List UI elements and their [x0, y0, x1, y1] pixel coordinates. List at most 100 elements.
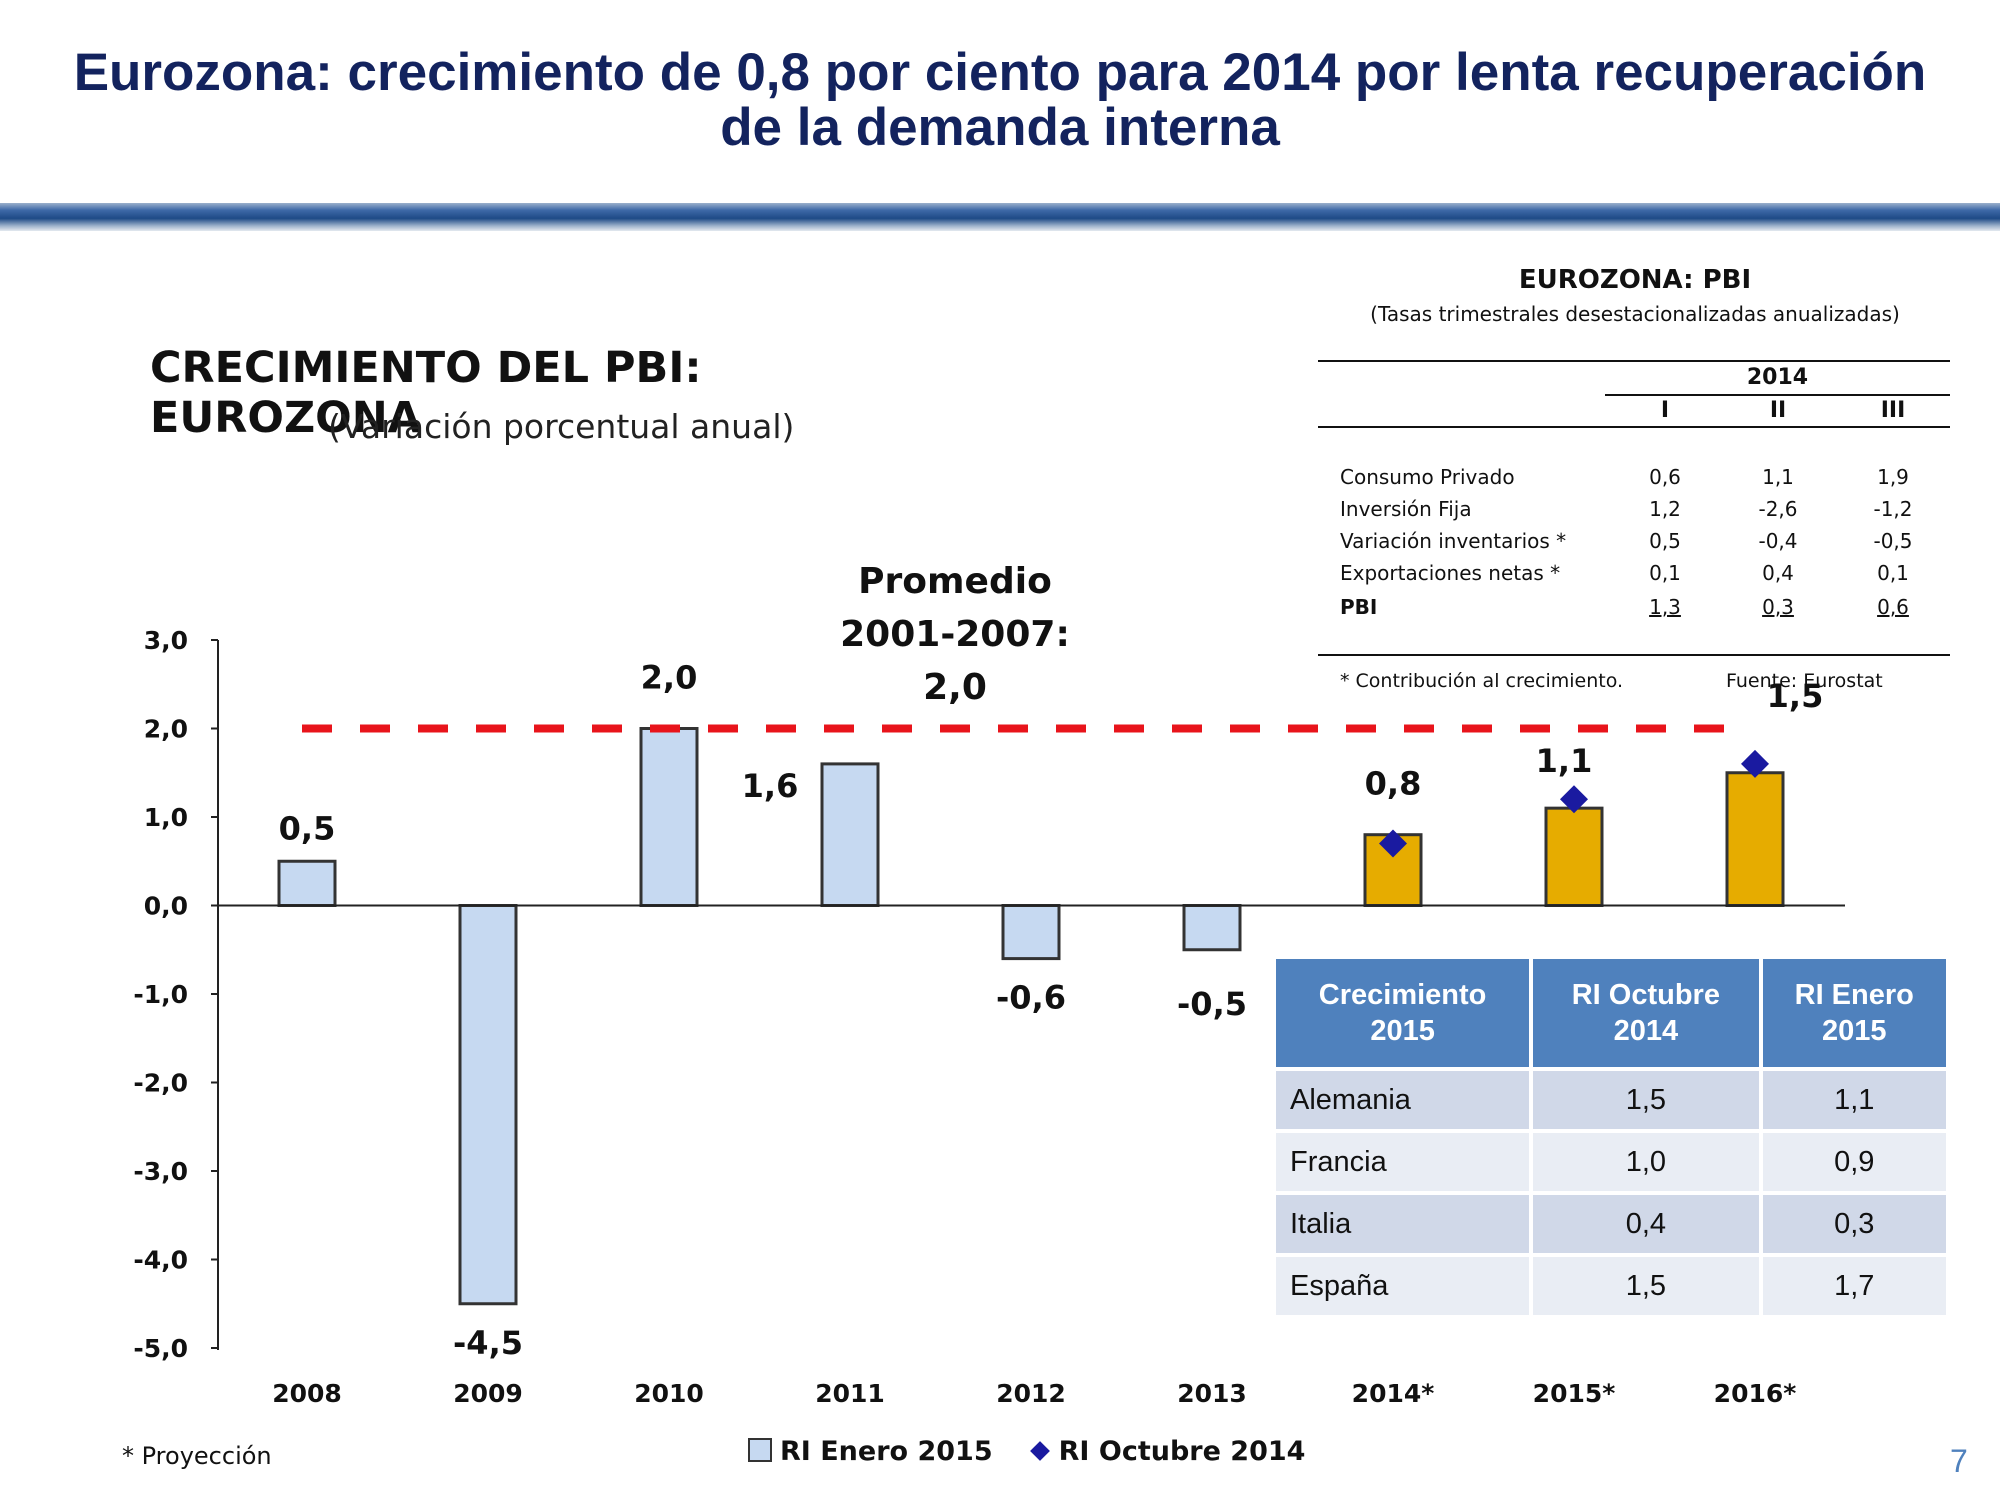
pbi-cell: 0,5: [1649, 529, 1681, 553]
y-tick-label: -5,0: [133, 1334, 188, 1363]
pbi-row-label: PBI: [1340, 595, 1378, 619]
growth-table-header: Crecimiento 2015 RI Octubre 2014 RI Ener…: [1276, 959, 1946, 1067]
ri-octubre-marker: [1560, 785, 1588, 814]
pbi-cell: 0,6: [1877, 595, 1909, 619]
pbi-cell: 0,6: [1649, 465, 1681, 489]
chart-title: CRECIMIENTO DEL PBI: EUROZONA: [150, 343, 702, 443]
pbi-quarter-1: I: [1660, 398, 1670, 423]
y-tick-label: 2,0: [144, 715, 188, 744]
october-cell: 1,0: [1533, 1133, 1759, 1191]
january-cell: 0,9: [1762, 1133, 1946, 1191]
pbi-table-note: * Contribución al crecimiento.: [1340, 670, 1624, 692]
country-cell: Alemania: [1276, 1071, 1530, 1129]
header-growth-line2: 2015: [1370, 1015, 1435, 1047]
y-tick-label: 3,0: [144, 626, 188, 655]
y-tick-label: -4,0: [133, 1246, 188, 1275]
data-label: 0,5: [279, 809, 336, 847]
october-cell: 1,5: [1533, 1071, 1759, 1129]
bar-2010: [639, 727, 699, 907]
pbi-cell: 0,1: [1877, 561, 1909, 585]
pbi-cell: 1,2: [1649, 497, 1681, 521]
slide-title-line1: Eurozona: crecimiento de 0,8 por ciento …: [73, 43, 1927, 102]
header-ri-january: RI Enero 2015: [1762, 959, 1946, 1067]
pbi-row: Variación inventarios * 0,5 -0,4 -0,5: [1340, 529, 1960, 561]
october-cell: 0,4: [1533, 1195, 1759, 1253]
data-label: 1,5: [1767, 677, 1824, 715]
january-cell: 1,7: [1762, 1257, 1946, 1315]
page-number: 7: [1950, 1443, 1968, 1479]
bar-2015: [1544, 806, 1604, 908]
data-label: 1,1: [1536, 742, 1593, 780]
pbi-row: Exportaciones netas * 0,1 0,4 0,1: [1340, 561, 1960, 593]
x-tick-label: 2010: [634, 1379, 704, 1408]
ri-octubre-marker: [1379, 829, 1407, 858]
average-label: Promedio 2001-2007: 2,0: [830, 555, 1080, 714]
header-ri-october-line2: 2014: [1613, 1015, 1679, 1047]
legend-label-ri-enero: RI Enero 2015: [780, 1436, 993, 1467]
y-tick-label: 0,0: [144, 892, 188, 921]
pbi-cell: 0,3: [1762, 595, 1794, 619]
x-tick-label: 2014*: [1352, 1379, 1435, 1408]
pbi-cell: 1,1: [1762, 465, 1794, 489]
legend-label-ri-octubre: RI Octubre 2014: [1058, 1436, 1306, 1467]
x-tick-label: 2009: [453, 1379, 523, 1408]
pbi-table-top-rule: [1318, 360, 1950, 362]
y-tick-label: -1,0: [133, 980, 188, 1009]
bar-2012: [1001, 904, 1061, 961]
legend-bar-swatch: [748, 1438, 772, 1462]
data-label: 0,8: [1365, 765, 1422, 803]
pbi-table-title: EUROZONA: PBI: [1518, 265, 1752, 295]
bar-2009: [458, 904, 518, 1306]
pbi-cell: 0,1: [1649, 561, 1681, 585]
data-label: -0,5: [1177, 985, 1247, 1023]
january-cell: 1,1: [1762, 1071, 1946, 1129]
data-label: -4,5: [453, 1324, 523, 1362]
x-tick-label: 2015*: [1533, 1379, 1616, 1408]
pbi-table-year-rule: [1605, 394, 1950, 396]
october-cell: 1,5: [1533, 1257, 1759, 1315]
pbi-quarter-3: III: [1880, 398, 1906, 423]
x-tick-label: 2008: [272, 1379, 342, 1408]
january-cell: 0,3: [1762, 1195, 1946, 1253]
bar-2016: [1725, 771, 1785, 907]
footnote: * Proyección: [122, 1442, 272, 1470]
pbi-row-label: Inversión Fija: [1340, 497, 1472, 521]
legend-diamond-swatch: [1029, 1441, 1050, 1461]
header-ri-october: RI Octubre 2014: [1533, 959, 1759, 1067]
y-tick-label: -3,0: [133, 1157, 188, 1186]
pbi-table-subtitle: (Tasas trimestrales desestacionalizadas …: [1370, 302, 1900, 326]
pbi-row: Inversión Fija 1,2 -2,6 -1,2: [1340, 497, 1960, 529]
table-row: Alemania 1,5 1,1: [1276, 1071, 1946, 1129]
pbi-row-label: Exportaciones netas *: [1340, 561, 1561, 585]
growth-forecast-table: Crecimiento 2015 RI Octubre 2014 RI Ener…: [1272, 955, 1950, 1319]
data-label: -0,6: [996, 979, 1066, 1017]
pbi-cell: -2,6: [1758, 497, 1798, 521]
bar-2008: [277, 859, 337, 907]
pbi-row-label: Consumo Privado: [1340, 465, 1515, 489]
average-label-line3: 2,0: [923, 667, 987, 708]
title-divider: [0, 203, 2000, 231]
pbi-table-bottom-rule: [1318, 654, 1950, 656]
pbi-quarter-2: II: [1769, 398, 1787, 423]
chart-legend: RI Enero 2015 RI Octubre 2014: [748, 1436, 1305, 1476]
header-growth-line1: Crecimiento: [1318, 979, 1487, 1011]
x-tick-label: 2011: [815, 1379, 885, 1408]
pbi-cell: 0,4: [1762, 561, 1794, 585]
pbi-table-source: Fuente: Eurostat: [1726, 670, 1883, 692]
pbi-table-header-rule: [1318, 426, 1950, 428]
ri-octubre-marker: [1741, 749, 1769, 778]
y-tick-label: -2,0: [133, 1069, 188, 1098]
country-cell: Italia: [1276, 1195, 1530, 1253]
average-label-line1: Promedio: [858, 561, 1052, 602]
header-ri-october-line1: RI Octubre: [1571, 979, 1720, 1011]
y-tick-label: 1,0: [144, 803, 188, 832]
x-tick-label: 2013: [1177, 1379, 1247, 1408]
header-ri-january-line2: 2015: [1821, 1015, 1887, 1047]
chart-subtitle: (Variación porcentual anual): [328, 407, 795, 446]
data-label: 2,0: [641, 659, 698, 697]
pbi-row-label: Variación inventarios *: [1340, 529, 1567, 553]
pbi-cell: -1,2: [1873, 497, 1913, 521]
bar-2013: [1182, 904, 1242, 952]
data-label: 1,6: [742, 767, 799, 805]
table-row: Italia 0,4 0,3: [1276, 1195, 1946, 1253]
